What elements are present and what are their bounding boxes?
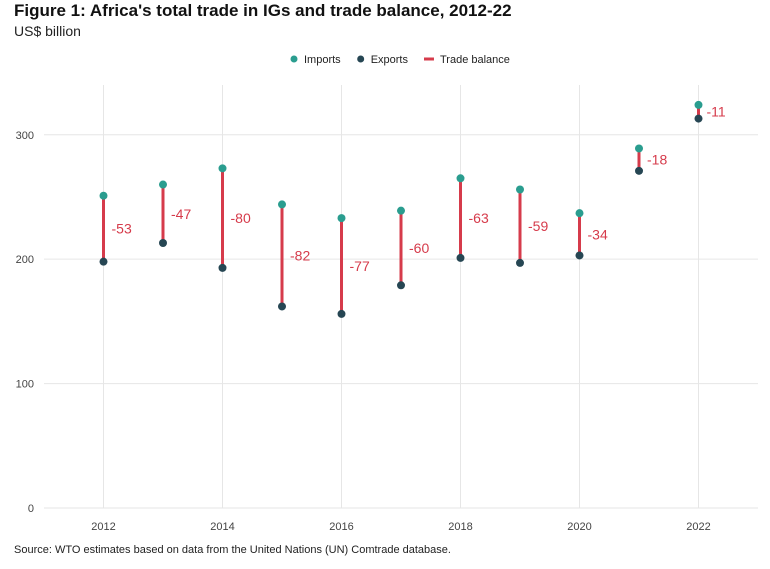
chart-title: Figure 1: Africa's total trade in IGs an… bbox=[14, 1, 512, 20]
exports-point bbox=[337, 309, 346, 318]
legend-marker-imports bbox=[290, 55, 298, 63]
imports-point bbox=[516, 185, 524, 194]
exports-point bbox=[278, 302, 286, 311]
imports-point bbox=[575, 209, 584, 218]
source-note: Source: WTO estimates based on data from… bbox=[14, 544, 451, 556]
trade-balance-label: -77 bbox=[350, 258, 370, 274]
trade-balance-labels: -53 -47 -80 -82 -77 -60 -63 -59 -34 -18 -11 bbox=[112, 104, 726, 274]
trade-balance-label: -34 bbox=[588, 226, 608, 242]
trade-balance-bars bbox=[102, 104, 700, 314]
legend: Imports Exports Trade balance bbox=[290, 54, 510, 66]
imports-point bbox=[397, 206, 405, 215]
exports-point bbox=[635, 166, 643, 175]
trade-balance-label: -60 bbox=[409, 240, 429, 256]
trade-balance-label: -53 bbox=[112, 221, 132, 237]
exports-point bbox=[218, 263, 227, 272]
exports-point bbox=[516, 258, 524, 267]
trade-balance-label: -59 bbox=[528, 218, 548, 234]
imports-point bbox=[278, 200, 286, 209]
imports-point bbox=[635, 144, 643, 153]
trade-balance-label: -82 bbox=[290, 247, 310, 263]
chart-subtitle: US$ billion bbox=[14, 23, 81, 39]
exports-point bbox=[99, 257, 108, 266]
imports-point bbox=[694, 100, 703, 109]
data-points bbox=[99, 100, 703, 318]
x-axis: 2012 2014 2016 2018 2020 2022 bbox=[91, 521, 710, 533]
imports-point bbox=[99, 191, 108, 200]
y-axis: 0 100 200 300 bbox=[16, 130, 34, 515]
trade-balance-label: -11 bbox=[707, 104, 726, 120]
exports-point bbox=[456, 253, 465, 262]
trade-balance-label: -80 bbox=[231, 210, 251, 226]
legend-marker-exports bbox=[357, 55, 365, 63]
trade-balance-label: -63 bbox=[469, 210, 489, 226]
x-tick-label: 2016 bbox=[329, 521, 353, 533]
x-tick-label: 2020 bbox=[567, 521, 591, 533]
imports-point bbox=[218, 164, 227, 173]
exports-point bbox=[397, 281, 405, 290]
y-tick-label: 300 bbox=[16, 130, 34, 142]
exports-point bbox=[159, 239, 167, 248]
trade-balance-label: -18 bbox=[647, 152, 667, 168]
exports-point bbox=[575, 251, 584, 260]
imports-point bbox=[456, 174, 465, 183]
gridlines bbox=[44, 85, 758, 509]
trade-balance-label: -47 bbox=[171, 206, 191, 222]
imports-point bbox=[159, 180, 167, 189]
imports-point bbox=[337, 214, 346, 223]
legend-label-imports: Imports bbox=[304, 54, 341, 66]
x-tick-label: 2012 bbox=[91, 521, 115, 533]
x-tick-label: 2018 bbox=[448, 521, 472, 533]
y-tick-label: 100 bbox=[16, 379, 34, 391]
legend-label-exports: Exports bbox=[371, 54, 409, 66]
exports-point bbox=[694, 114, 703, 123]
y-tick-label: 0 bbox=[28, 503, 34, 515]
y-tick-label: 200 bbox=[16, 254, 34, 266]
x-tick-label: 2022 bbox=[686, 521, 710, 533]
x-tick-label: 2014 bbox=[210, 521, 234, 533]
legend-label-trade-balance: Trade balance bbox=[440, 54, 510, 66]
